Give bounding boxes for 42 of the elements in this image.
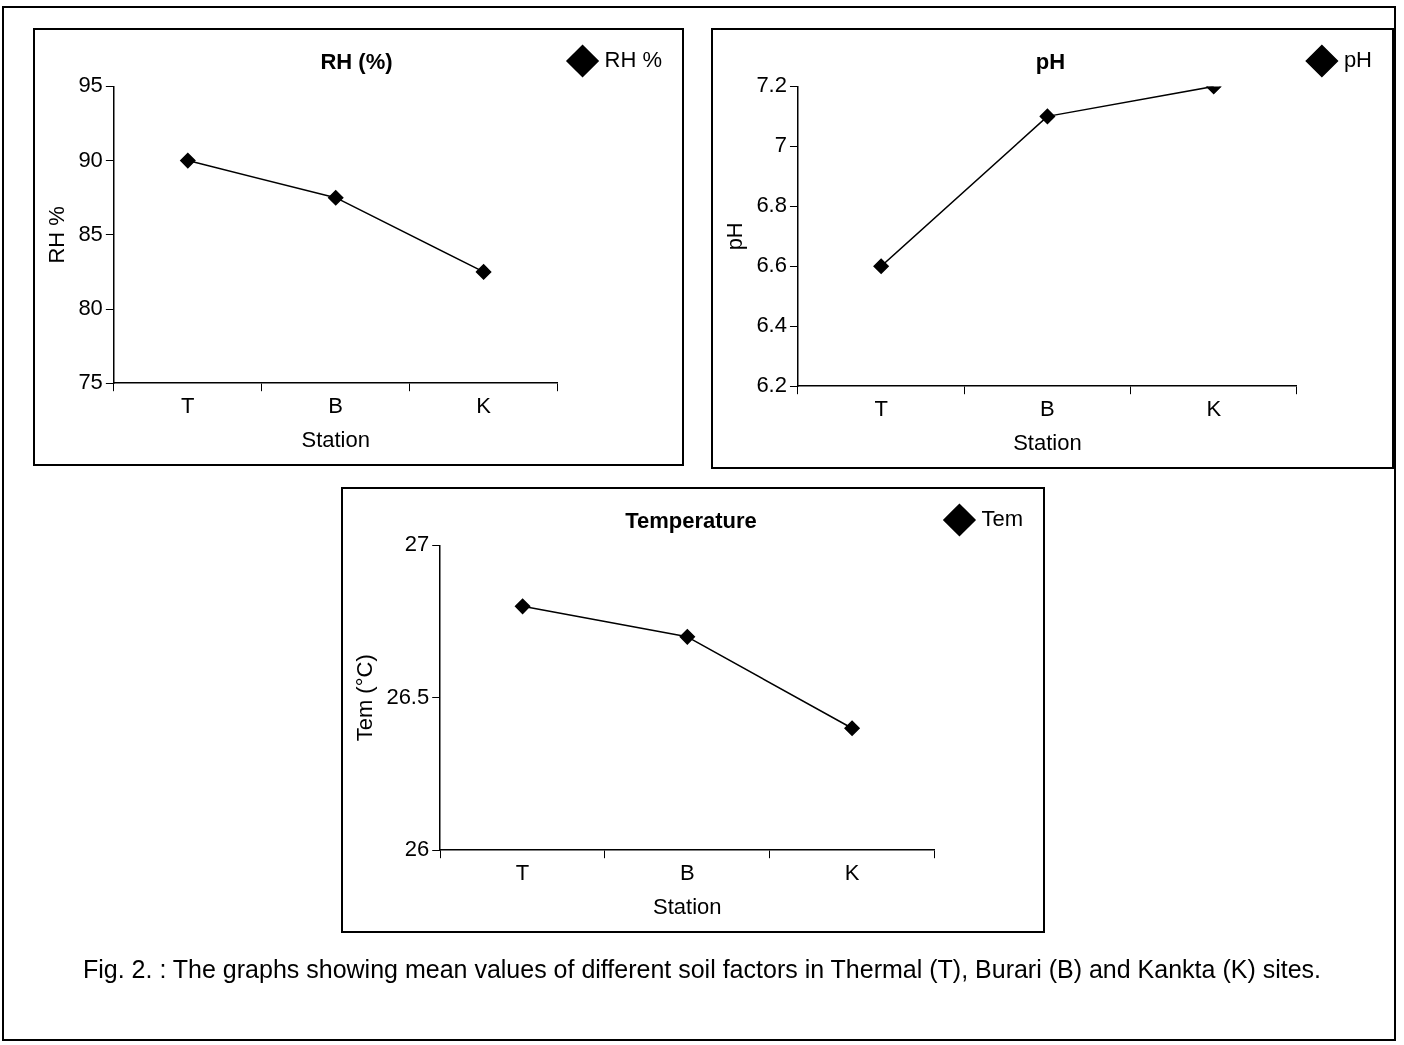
point — [514, 598, 531, 615]
point — [327, 189, 344, 206]
caption: Fig. 2. : The graphs showing mean values of different soil factors in Thermal (T), Burari (B) and Kankta (K) sites. — [81, 954, 1322, 985]
legend-label: pH — [1343, 47, 1372, 73]
y-tick-label: 6.4 — [756, 312, 787, 338]
y-tick-label: 7 — [774, 132, 787, 158]
x-tick-label: K — [476, 393, 492, 419]
x-tick-label: B — [679, 860, 695, 886]
y-tick-label: 75 — [78, 369, 103, 395]
point — [180, 152, 196, 169]
legend-label: RH % — [604, 47, 662, 73]
y-tick-label: 27 — [404, 531, 430, 557]
point — [475, 264, 492, 280]
x-tick-label: K — [1206, 396, 1222, 422]
y-axis-title: pH — [722, 222, 748, 251]
y-tick-label: 26.5 — [386, 683, 430, 709]
chart-title: Temperature — [625, 508, 757, 534]
y-axis-title: RH % — [44, 206, 70, 264]
x-tick-label: K — [844, 860, 860, 886]
chart-title: pH — [1035, 49, 1066, 75]
y-axis-title: Tem (°C) — [352, 654, 378, 742]
y-tick-label: 7.2 — [756, 72, 787, 98]
point — [679, 629, 696, 645]
x-tick-label: T — [181, 393, 195, 419]
x-tick-label: T — [874, 396, 888, 422]
y-tick-label: 90 — [78, 146, 103, 172]
chart-title: RH (%) — [320, 49, 393, 75]
y-tick-label: 85 — [78, 220, 103, 246]
point — [844, 720, 860, 737]
x-axis-title: Station — [653, 893, 722, 919]
y-tick-label: 6.8 — [756, 192, 787, 218]
x-axis-title: Station — [1013, 429, 1082, 455]
y-tick-label: 6.6 — [756, 252, 787, 278]
x-tick-label: T — [515, 860, 530, 886]
y-tick-label: 95 — [78, 72, 103, 98]
x-tick-label: B — [328, 393, 344, 419]
y-tick-label: 80 — [78, 295, 103, 321]
x-tick-label: B — [1040, 396, 1055, 422]
x-axis-title: Station — [301, 426, 370, 452]
legend-label: Tem — [981, 506, 1023, 532]
y-tick-label: 26 — [404, 836, 430, 862]
y-tick-label: 6.2 — [756, 372, 787, 398]
